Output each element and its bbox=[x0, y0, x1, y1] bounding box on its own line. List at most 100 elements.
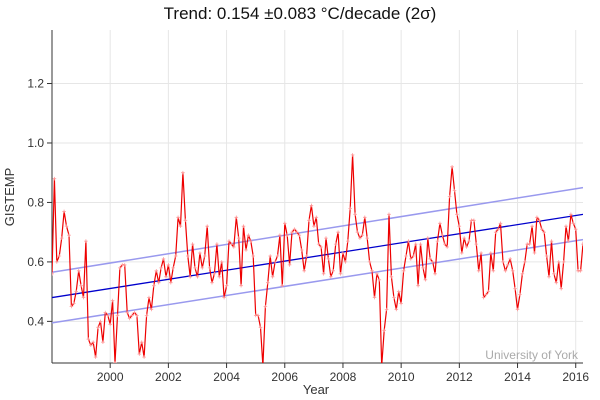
data-point bbox=[178, 224, 183, 228]
data-point bbox=[549, 239, 554, 243]
data-point bbox=[484, 292, 488, 297]
data-point bbox=[207, 266, 212, 270]
data-point bbox=[236, 236, 241, 240]
data-point bbox=[84, 239, 88, 243]
data-point bbox=[513, 286, 517, 291]
data-point bbox=[215, 242, 219, 246]
data-point bbox=[532, 251, 537, 255]
data-point bbox=[261, 364, 265, 368]
data-point bbox=[331, 269, 335, 273]
data-point bbox=[249, 239, 253, 243]
data-point bbox=[263, 304, 268, 309]
x-tick-label: 2000 bbox=[97, 370, 124, 384]
data-point bbox=[312, 224, 316, 228]
data-point bbox=[518, 292, 522, 297]
data-point bbox=[367, 260, 372, 264]
data-point bbox=[302, 269, 306, 273]
data-point bbox=[530, 224, 534, 228]
data-point bbox=[232, 245, 236, 249]
data-point bbox=[195, 275, 200, 279]
data-point bbox=[227, 239, 231, 243]
data-point bbox=[101, 340, 105, 344]
data-point bbox=[98, 319, 103, 324]
data-point bbox=[278, 233, 282, 237]
y-axis-title: GISTEMP bbox=[2, 168, 17, 227]
data-point bbox=[115, 313, 120, 318]
data-point bbox=[569, 212, 573, 217]
plot-area bbox=[52, 30, 583, 363]
x-axis-title: Year bbox=[303, 382, 330, 397]
data-point bbox=[486, 289, 491, 294]
data-point bbox=[273, 260, 277, 264]
data-point bbox=[171, 266, 175, 270]
data-point bbox=[127, 316, 132, 321]
data-point bbox=[280, 283, 285, 288]
data-point bbox=[186, 254, 190, 258]
data-point bbox=[96, 325, 100, 330]
data-point bbox=[321, 272, 326, 276]
data-point bbox=[564, 224, 568, 228]
data-point bbox=[404, 254, 408, 258]
data-point bbox=[74, 289, 78, 294]
y-tick-label: 0.4 bbox=[27, 314, 44, 328]
data-point bbox=[198, 251, 202, 255]
data-point bbox=[309, 203, 314, 208]
data-point bbox=[593, 230, 597, 234]
data-point bbox=[591, 207, 595, 211]
data-point bbox=[299, 248, 304, 252]
data-point bbox=[130, 313, 134, 318]
data-point bbox=[353, 212, 357, 217]
data-point bbox=[142, 355, 146, 359]
data-point bbox=[239, 283, 243, 288]
data-point bbox=[399, 301, 403, 306]
data-point bbox=[479, 251, 483, 255]
data-point bbox=[210, 280, 214, 285]
x-tick-label: 2004 bbox=[213, 370, 240, 384]
data-point bbox=[346, 239, 350, 243]
y-tick-label: 0.8 bbox=[27, 195, 44, 209]
data-point bbox=[416, 283, 420, 288]
data-point bbox=[392, 295, 396, 300]
data-point bbox=[57, 254, 62, 258]
data-point bbox=[380, 364, 384, 368]
data-point bbox=[506, 263, 510, 267]
data-point bbox=[164, 275, 168, 279]
data-point bbox=[394, 307, 399, 312]
trend-line bbox=[52, 213, 583, 299]
data-point bbox=[586, 210, 590, 214]
data-point bbox=[358, 236, 362, 240]
data-point bbox=[542, 230, 546, 234]
data-point bbox=[476, 269, 481, 273]
data-point bbox=[556, 260, 561, 264]
data-point bbox=[81, 295, 86, 300]
data-point bbox=[343, 260, 348, 264]
x-tick-label: 2016 bbox=[562, 370, 589, 384]
data-point bbox=[135, 313, 139, 318]
data-point bbox=[137, 352, 142, 356]
data-point bbox=[316, 242, 321, 246]
data-point bbox=[440, 233, 445, 237]
data-point bbox=[375, 272, 379, 276]
data-point bbox=[370, 269, 374, 273]
data-point bbox=[326, 257, 331, 261]
data-point bbox=[544, 254, 549, 258]
data-point bbox=[411, 254, 416, 258]
data-point bbox=[183, 218, 188, 223]
data-point bbox=[266, 280, 270, 285]
data-point bbox=[418, 242, 423, 246]
data-point bbox=[212, 272, 217, 276]
data-point bbox=[241, 224, 246, 228]
y-tick-label: 1.0 bbox=[27, 136, 44, 150]
x-tick-label: 2010 bbox=[388, 370, 415, 384]
data-point bbox=[295, 230, 299, 234]
data-point bbox=[355, 230, 360, 234]
data-point bbox=[462, 236, 466, 240]
data-point bbox=[106, 313, 110, 318]
data-point bbox=[103, 310, 108, 315]
data-point bbox=[396, 289, 401, 294]
data-point bbox=[365, 236, 369, 240]
data-point bbox=[72, 301, 76, 306]
data-point bbox=[348, 206, 352, 211]
data-point bbox=[493, 230, 498, 234]
data-point bbox=[169, 280, 173, 285]
